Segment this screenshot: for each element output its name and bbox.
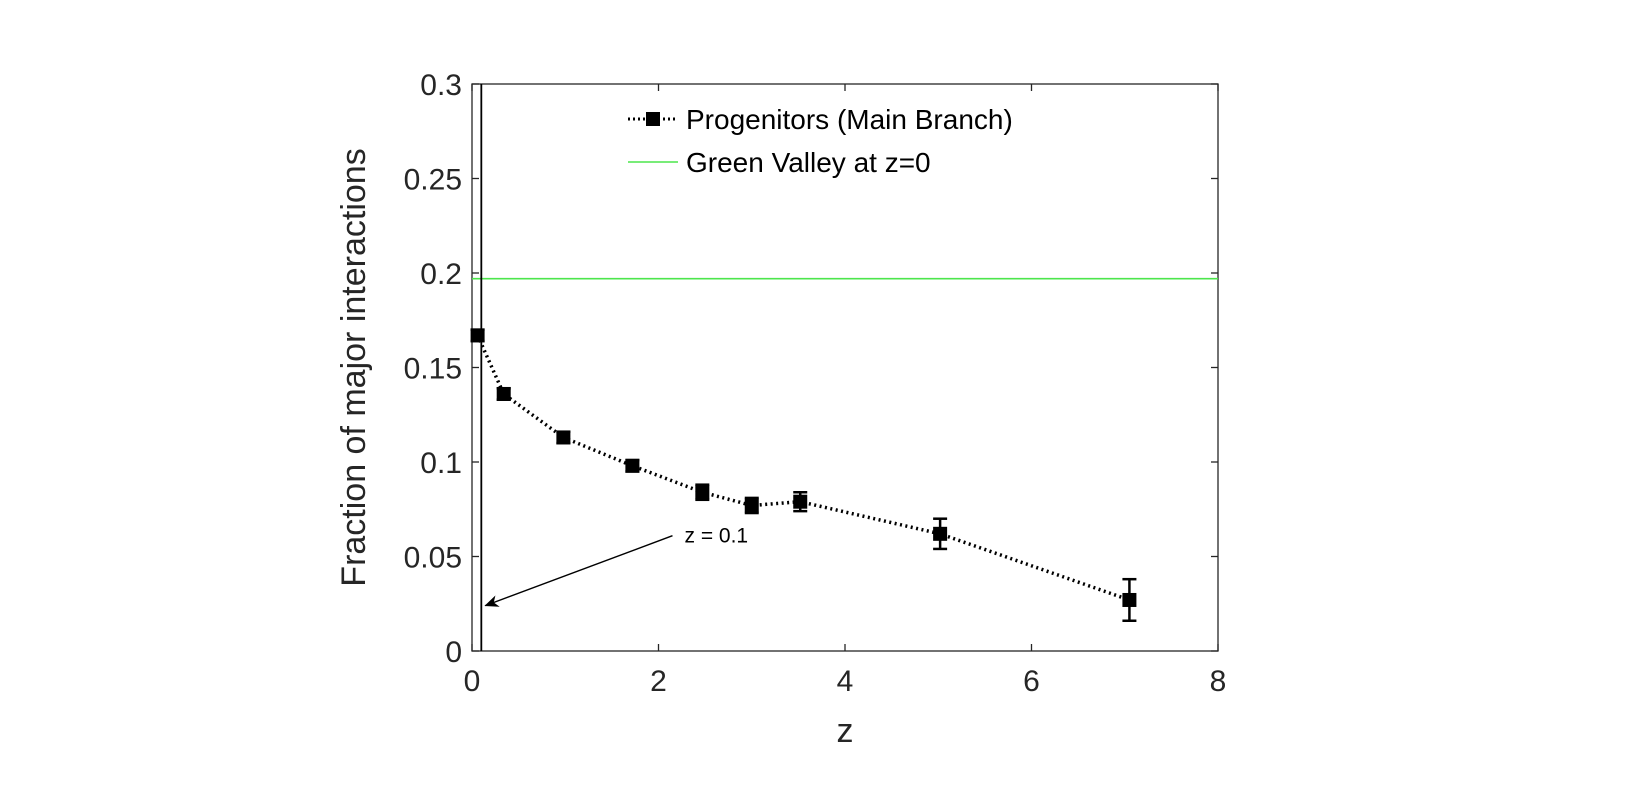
- y-tick-label: 0.1: [420, 447, 462, 480]
- x-tick-label: 6: [1023, 665, 1040, 698]
- annotation-layer: [480, 84, 673, 651]
- legend-entry-progenitors: Progenitors (Main Branch): [686, 104, 1013, 135]
- x-tick-label: 8: [1210, 665, 1227, 698]
- data-point-marker: [695, 485, 710, 500]
- data-point-marker: [470, 328, 485, 343]
- y-tick-label: 0.05: [404, 542, 462, 575]
- data-point-marker: [1122, 592, 1137, 607]
- y-tick-label: 0.3: [420, 69, 462, 102]
- plot-area-frame: [471, 83, 1219, 652]
- legend-entry-green-valley: Green Valley at z=0: [686, 147, 931, 178]
- tick-layer: 0 2 4 6 8 0 0.05 0.1 0.15 0.2 0.25 0.3: [404, 69, 1227, 698]
- data-point-marker: [933, 526, 948, 541]
- y-tick-label: 0.25: [404, 164, 462, 197]
- legend-symbol-progenitors-marker: [646, 112, 660, 126]
- y-tick-label: 0.2: [420, 258, 462, 291]
- data-point-marker: [793, 494, 808, 509]
- data-point-marker: [744, 498, 759, 513]
- x-tick-label: 2: [650, 665, 667, 698]
- data-point-marker: [556, 430, 571, 445]
- annotation-z-label: z = 0.1: [684, 525, 748, 548]
- y-tick-label: 0: [445, 636, 462, 669]
- x-tick-label: 0: [464, 665, 481, 698]
- x-tick-label: 4: [837, 665, 854, 698]
- x-axis-label: z: [837, 712, 854, 750]
- annotation-arrow: [484, 535, 673, 607]
- y-axis-label: Fraction of major interactions: [335, 148, 373, 586]
- data-point-marker: [625, 458, 640, 473]
- data-layer: [470, 277, 1218, 623]
- y-tick-label: 0.15: [404, 353, 462, 386]
- data-point-marker: [496, 386, 511, 401]
- legend: Progenitors (Main Branch) Green Valley a…: [628, 104, 1013, 178]
